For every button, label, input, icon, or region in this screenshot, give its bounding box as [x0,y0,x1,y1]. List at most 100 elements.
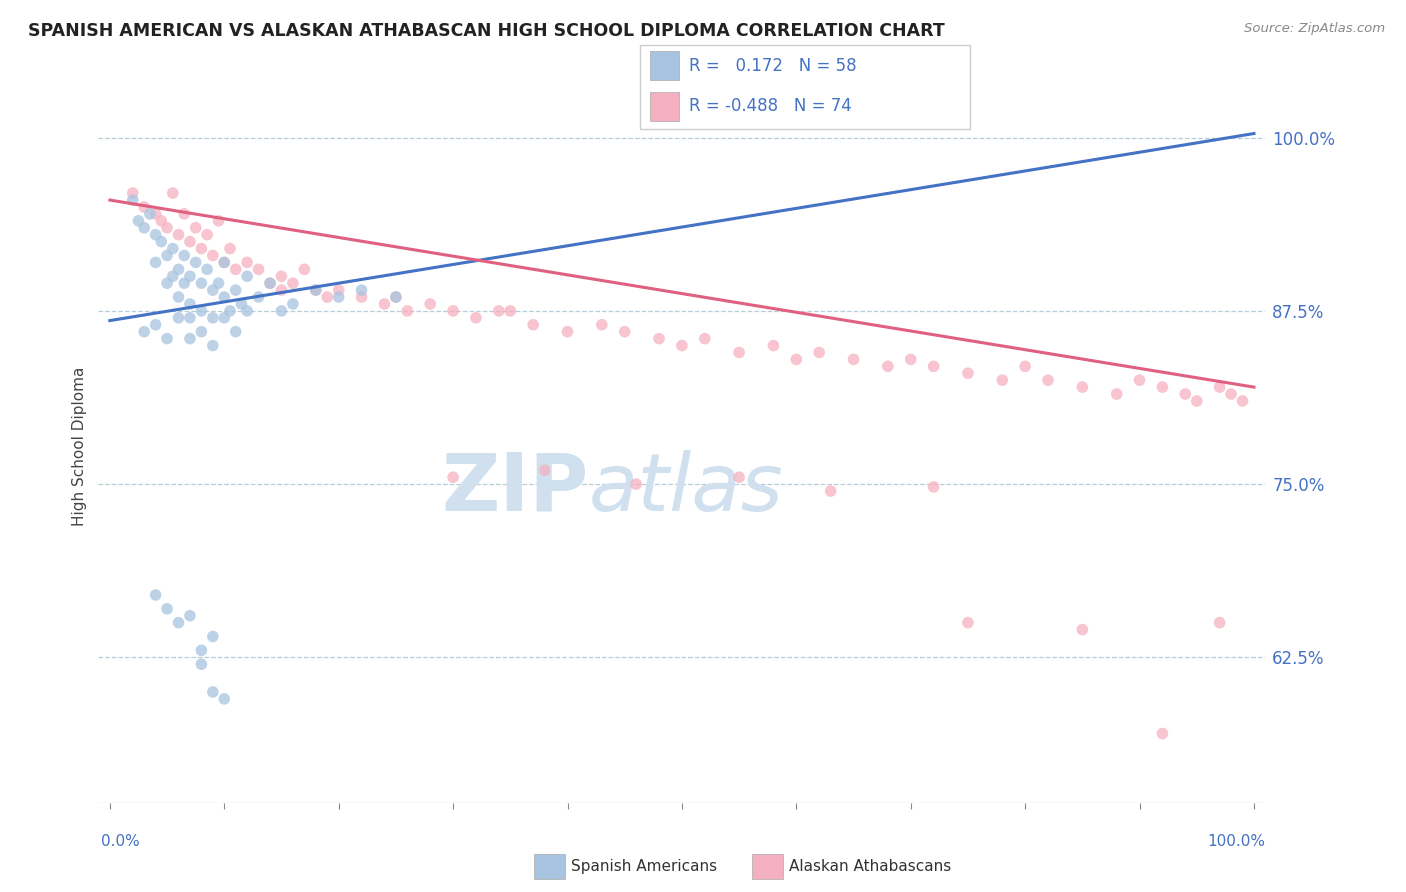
Point [156,276,179,290]
Point [134,220,156,235]
Point [613,325,636,339]
Point [305,283,328,297]
Point [201,685,224,699]
FancyBboxPatch shape [640,45,970,129]
Point [139,207,162,221]
Point [225,262,247,277]
Point [785,352,807,367]
Point [156,602,179,616]
Point [820,483,842,498]
Point [231,297,253,311]
Point [134,200,156,214]
Point [190,242,212,256]
Point [167,310,190,325]
Point [316,290,339,304]
Point [624,477,647,491]
Point [179,297,201,311]
Text: R =   0.172   N = 58: R = 0.172 N = 58 [689,57,856,75]
Point [693,332,716,346]
Point [127,214,149,228]
Point [190,304,212,318]
Point [214,310,236,325]
Point [167,615,190,630]
Point [201,338,224,352]
Point [150,235,173,249]
Point [207,214,229,228]
Point [396,304,419,318]
Point [150,214,173,228]
Point [270,304,292,318]
Point [648,332,671,346]
Point [922,359,945,374]
Point [876,359,898,374]
Text: 100.0%: 100.0% [1208,834,1265,849]
Point [350,290,373,304]
Point [488,304,510,318]
Point [236,304,259,318]
Point [1014,359,1036,374]
Point [156,220,179,235]
Point [247,290,270,304]
Point [1152,380,1174,394]
Point [173,248,195,262]
Point [179,332,201,346]
Point [236,255,259,269]
Point [179,608,201,623]
Point [162,269,184,284]
Point [190,657,212,672]
Text: SPANISH AMERICAN VS ALASKAN ATHABASCAN HIGH SCHOOL DIPLOMA CORRELATION CHART: SPANISH AMERICAN VS ALASKAN ATHABASCAN H… [28,22,945,40]
Point [1232,394,1254,409]
Point [1208,380,1230,394]
Point [225,325,247,339]
Point [214,691,236,706]
Point [259,276,281,290]
Text: Spanish Americans: Spanish Americans [571,859,717,873]
Point [522,318,544,332]
Point [1185,394,1208,409]
Point [145,588,167,602]
Point [385,290,408,304]
Point [247,262,270,277]
Point [259,276,281,290]
Point [1208,615,1230,630]
Point [195,262,218,277]
Text: atlas: atlas [589,450,783,528]
Point [190,643,212,657]
Text: R = -0.488   N = 74: R = -0.488 N = 74 [689,97,852,115]
Point [184,255,207,269]
Text: 0.0%: 0.0% [101,834,141,849]
Point [270,269,292,284]
Point [292,262,315,277]
Point [214,255,236,269]
Point [1105,387,1128,401]
Point [465,310,488,325]
Point [1220,387,1243,401]
Point [728,345,751,359]
Point [190,276,212,290]
Point [499,304,522,318]
Y-axis label: High School Diploma: High School Diploma [72,367,87,525]
Point [305,283,328,297]
Point [179,235,201,249]
Point [201,630,224,644]
Bar [650,52,679,80]
Point [900,352,922,367]
Point [533,463,555,477]
Point [156,248,179,262]
Point [167,227,190,242]
Point [281,297,304,311]
Point [179,269,201,284]
Point [214,255,236,269]
Point [121,193,143,207]
Point [1174,387,1197,401]
Point [145,227,167,242]
Point [162,242,184,256]
Point [236,269,259,284]
Point [557,325,579,339]
Point [671,338,693,352]
Point [145,318,167,332]
Text: Source: ZipAtlas.com: Source: ZipAtlas.com [1244,22,1385,36]
Text: ZIP: ZIP [441,450,589,528]
Point [201,310,224,325]
Text: Alaskan Athabascans: Alaskan Athabascans [789,859,950,873]
